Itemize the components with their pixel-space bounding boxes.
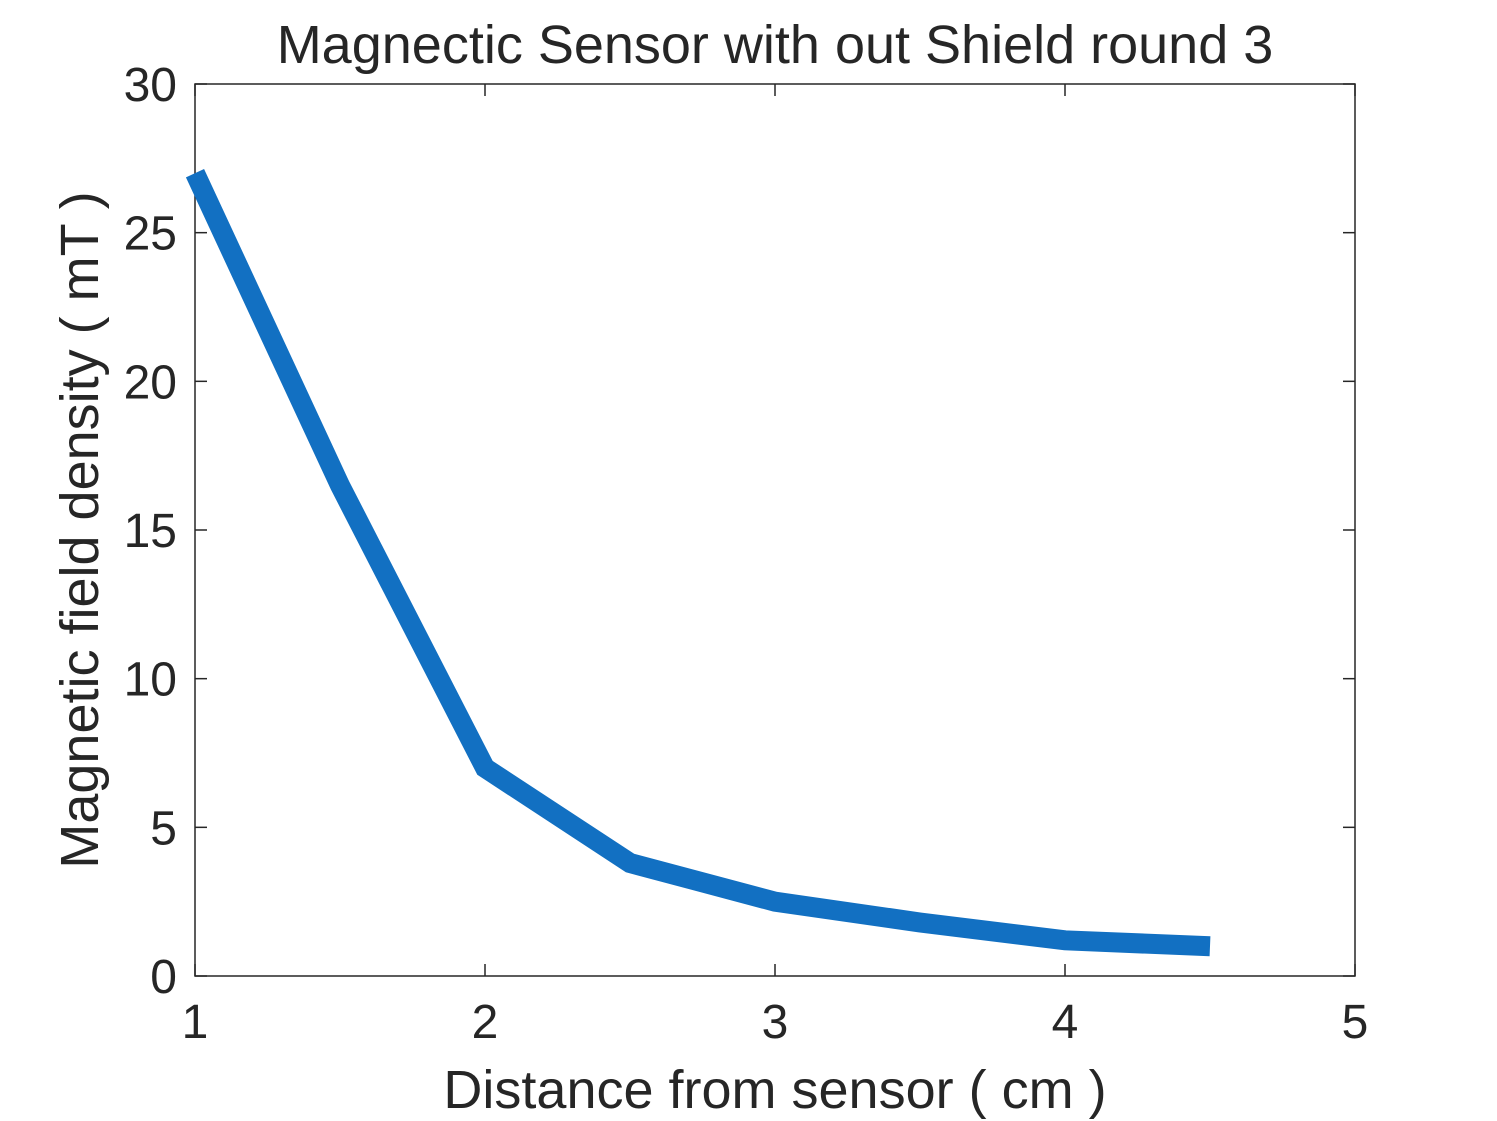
x-tick-label: 3 [762,996,789,1049]
y-tick-label: 25 [124,208,177,261]
x-tick-label: 2 [472,996,499,1049]
x-tick-label: 1 [182,996,209,1049]
y-tick-label: 20 [124,356,177,409]
x-tick-label: 5 [1342,996,1369,1049]
plot-area-frame [194,83,1356,977]
x-tick-label: 4 [1052,996,1079,1049]
series-line [185,168,1211,957]
chart-title: Magnectic Sensor with out Shield round 3 [277,15,1274,75]
y-axis-label: Magnetic field density ( mT ) [50,191,110,868]
y-tick-label: 5 [150,802,177,855]
y-tick-label: 30 [124,59,177,112]
y-tick-label: 15 [124,505,177,558]
series-layer [185,168,1211,957]
y-tick-label: 0 [150,951,177,1004]
y-tick-label: 10 [124,654,177,707]
x-axis-label: Distance from sensor ( cm ) [443,1060,1106,1120]
ticks-layer: 1 2 3 4 5 0 5 10 15 20 25 30 [124,59,1369,1049]
